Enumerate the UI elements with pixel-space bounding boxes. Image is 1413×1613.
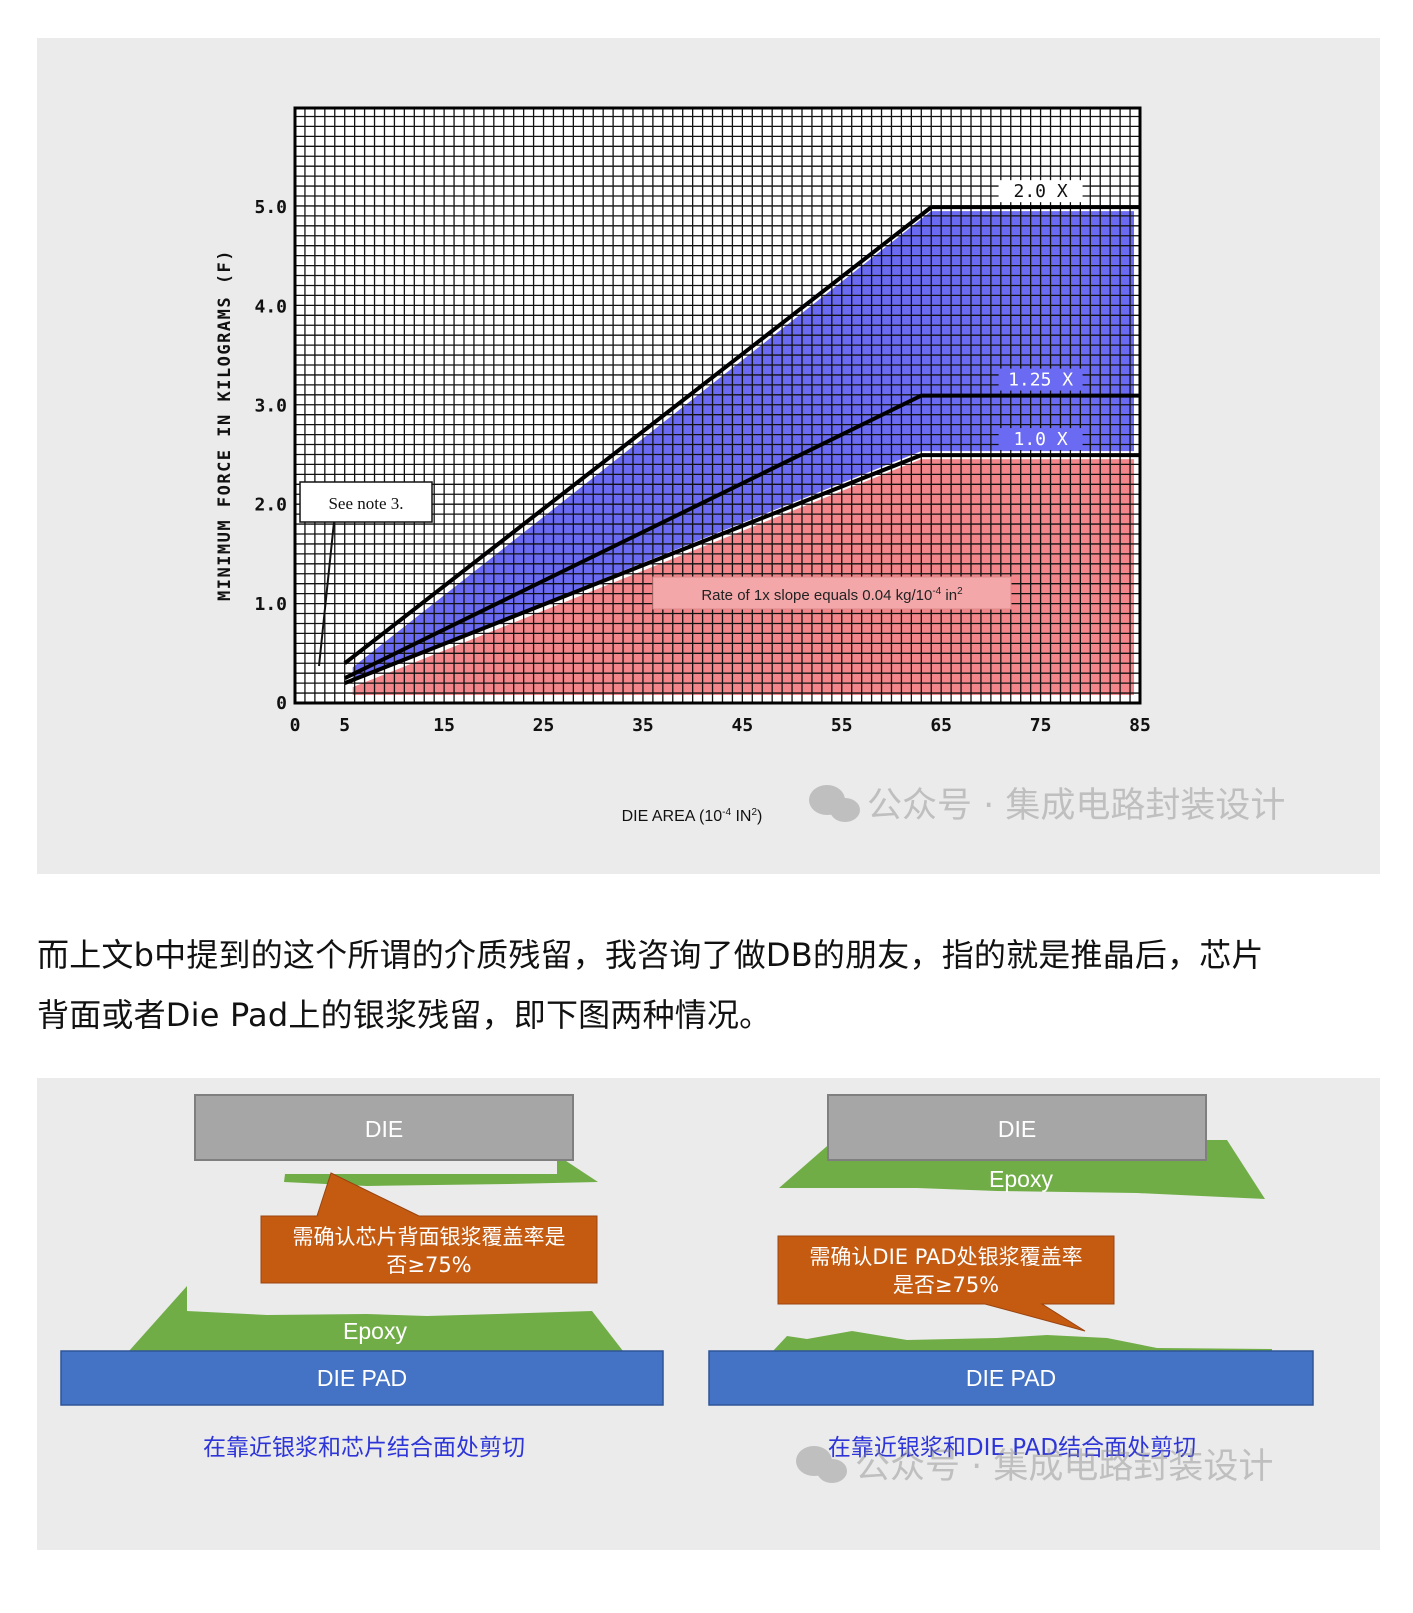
right-callout-line-2: 是否≥75% — [893, 1273, 999, 1297]
force-vs-die-area-chart: 2.0 X 1.25 X 1.0 X 0 1.0 2.0 3.0 4.0 5.0 0 5 15 25… — [215, 106, 1285, 826]
left-die-epoxy-residue — [284, 1155, 598, 1186]
left-callout-line-1: 需确认芯片背面银浆覆盖率是 — [293, 1225, 566, 1249]
y-tick-label: 4.0 — [254, 296, 287, 317]
series-label: 1.0 X — [1013, 429, 1067, 450]
right-die-pad-label: DIE PAD — [966, 1365, 1056, 1391]
left-callout — [260, 1172, 598, 1284]
shear-diagram: DIE Epoxy DIE PAD 需确认芯片背面银浆覆盖率是 否≥75% 在靠… — [60, 1094, 1314, 1487]
y-axis-label: MINIMUM FORCE IN KILOGRAMS (F) — [215, 249, 235, 601]
left-die-pad-label: DIE PAD — [317, 1365, 407, 1391]
diagram-watermark-text: 公众号 · 集成电路封装设计 — [855, 1447, 1273, 1487]
right-callout-line-1: 需确认DIE PAD处银浆覆盖率 — [809, 1245, 1082, 1269]
series-label: 1.25 X — [1008, 370, 1073, 391]
x-tick-label: 55 — [831, 715, 853, 736]
paragraph-line-1: 而上文b中提到的这个所谓的介质残留，我咨询了做DB的朋友，指的就是推晶后，芯片 — [37, 936, 1264, 974]
shear-diagram-panel: DIE Epoxy DIE PAD 需确认芯片背面银浆覆盖率是 否≥75% 在靠… — [37, 1078, 1380, 1550]
y-tick-label: 0 — [276, 693, 287, 714]
series-line-2-0-x — [343, 205, 1140, 665]
right-die-pad — [708, 1350, 1314, 1406]
left-die — [194, 1094, 574, 1161]
plot-border — [293, 106, 1142, 705]
rate-annotation-box — [652, 576, 1012, 610]
diagram-watermark: 公众号 · 集成电路封装设计 — [796, 1446, 1273, 1487]
paragraph-line-2: 背面或者Die Pad上的银浆残留，即下图两种情况。 — [37, 996, 772, 1034]
left-epoxy-label: Epoxy — [343, 1318, 407, 1344]
x-tick-label: 0 — [290, 715, 301, 736]
left-die-pad — [60, 1350, 664, 1406]
wechat-watermark: 公众号 · 集成电路封装设计 — [809, 785, 1285, 826]
wechat-icon — [796, 1446, 847, 1483]
x-axis-label: DIE AREA (10-4 IN2) — [622, 807, 763, 825]
x-tick-label: 75 — [1030, 715, 1052, 736]
x-tick-label: 5 — [339, 715, 350, 736]
right-caption: 在靠近银浆和DIE PAD结合面处剪切 — [828, 1435, 1196, 1461]
right-callout — [777, 1235, 1115, 1332]
fill-between-1x-2x — [352, 211, 1134, 684]
y-tick-label: 5.0 — [254, 197, 287, 218]
x-tick-label: 85 — [1129, 715, 1151, 736]
left-diagram: DIE Epoxy DIE PAD 需确认芯片背面银浆覆盖率是 否≥75% 在靠… — [60, 1094, 664, 1461]
series-line-1-25-x — [343, 393, 1140, 681]
left-callout-line-2: 否≥75% — [386, 1253, 471, 1277]
left-die-label: DIE — [365, 1116, 403, 1142]
series-label-box — [998, 428, 1083, 451]
plot-area: 2.0 X 1.25 X 1.0 X — [293, 106, 1142, 705]
right-diagram: DIE Epoxy DIE PAD 需确认DIE PAD处银浆覆盖率 是否≥75… — [708, 1094, 1314, 1461]
right-epoxy-label: Epoxy — [989, 1166, 1053, 1192]
left-pad-epoxy — [129, 1286, 623, 1351]
right-pad-epoxy-residue — [773, 1331, 1272, 1351]
x-tick-label: 65 — [930, 715, 952, 736]
wechat-icon — [809, 785, 860, 822]
note-label: See note 3. — [328, 494, 403, 513]
rate-annotation: Rate of 1x slope equals 0.04 kg/10-4 in2 — [701, 586, 963, 604]
series-label: 2.0 X — [1013, 181, 1067, 202]
y-tick-label: 3.0 — [254, 396, 287, 417]
x-tick-label: 25 — [533, 715, 555, 736]
right-die-label: DIE — [998, 1116, 1036, 1142]
right-die — [827, 1094, 1207, 1161]
note-box — [299, 481, 433, 523]
series-label-box — [998, 180, 1083, 203]
x-tick-label: 15 — [433, 715, 455, 736]
watermark-text: 公众号 · 集成电路封装设计 — [867, 786, 1285, 826]
x-tick-label: 35 — [632, 715, 654, 736]
series-label-box — [998, 368, 1083, 391]
chart-panel: 2.0 X 1.25 X 1.0 X 0 1.0 2.0 3.0 4.0 5.0 0 5 15 25… — [37, 38, 1380, 874]
body-paragraph: 而上文b中提到的这个所谓的介质残留，我咨询了做DB的朋友，指的就是推晶后，芯片 … — [37, 925, 1382, 1045]
x-tick-label: 45 — [732, 715, 754, 736]
note-leader-line — [318, 521, 335, 667]
series-line-1-0-x — [343, 453, 1140, 686]
y-tick-label: 1.0 — [254, 594, 287, 615]
left-caption: 在靠近银浆和芯片结合面处剪切 — [203, 1435, 525, 1461]
y-tick-label: 2.0 — [254, 495, 287, 516]
